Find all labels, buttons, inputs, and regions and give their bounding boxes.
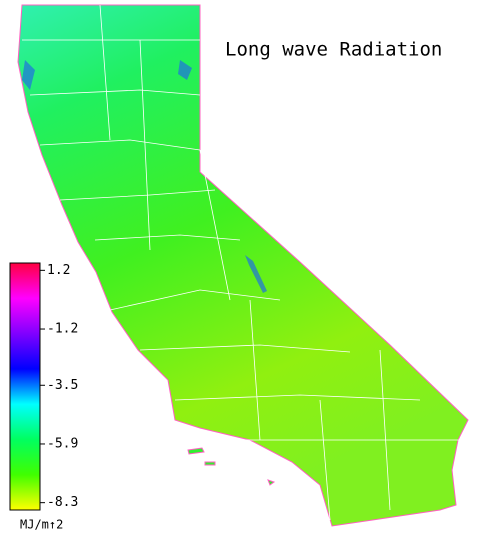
map-title: Long wave Radiation xyxy=(225,39,442,61)
colorbar-tick-label: -1.2 xyxy=(47,322,78,337)
colorbar-tick-label: -3.5 xyxy=(47,378,78,393)
california-map xyxy=(17,4,469,527)
county-lines xyxy=(22,4,460,521)
colorbar-tick-label: -5.9 xyxy=(47,436,78,451)
channel-islands xyxy=(187,447,276,486)
colorbar: 1.2 -1.2 -3.5 -5.9 -8.3 xyxy=(9,262,78,511)
colorbar-tick-label: 1.2 xyxy=(47,263,70,278)
state-shape xyxy=(17,4,469,527)
colorbar-unit: MJ/m↑2 xyxy=(20,518,63,532)
colorbar-ramp xyxy=(9,262,41,511)
colorbar-tick-label: -8.3 xyxy=(47,495,78,510)
